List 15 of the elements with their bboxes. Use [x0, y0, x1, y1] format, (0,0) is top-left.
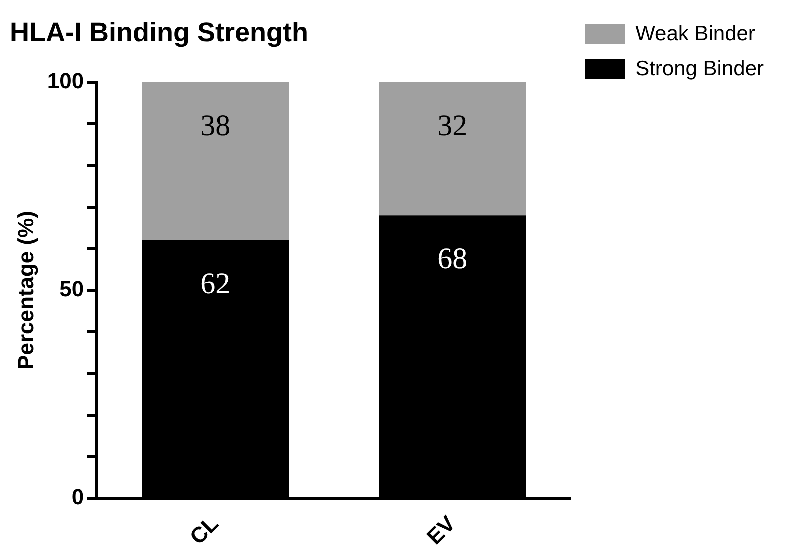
x-tick-label: CL: [185, 511, 224, 550]
bar: [379, 82, 526, 216]
chart-title: HLA-I Binding Strength: [10, 18, 308, 48]
data-label: 62: [200, 267, 231, 300]
y-axis-title: Percentage (%): [13, 211, 38, 370]
y-tick-label: 100: [47, 68, 84, 94]
legend-label: Strong Binder: [636, 57, 764, 80]
data-label: 32: [438, 109, 468, 142]
x-tick-label: EV: [422, 510, 461, 550]
y-tick-label: 50: [60, 276, 84, 302]
data-label: 38: [200, 109, 231, 142]
y-tick-label: 0: [72, 484, 84, 510]
data-label: 68: [438, 242, 468, 276]
legend-label: Weak Binder: [636, 22, 756, 46]
bar: [142, 82, 290, 241]
